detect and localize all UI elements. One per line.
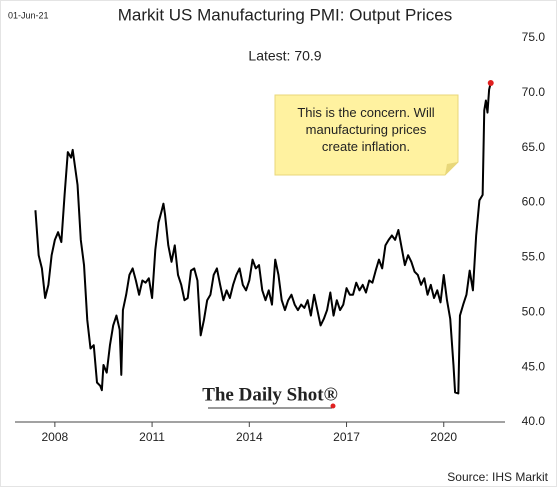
y-tick-label: 50.0 <box>522 304 546 318</box>
note-line: This is the concern. Will <box>297 105 434 120</box>
y-tick-label: 40.0 <box>522 414 546 428</box>
x-tick-label: 2020 <box>430 430 457 444</box>
chart-title: Markit US Manufacturing PMI: Output Pric… <box>118 5 452 24</box>
note-line: create inflation. <box>322 139 410 154</box>
x-tick-label: 2011 <box>139 430 165 444</box>
latest-point <box>487 79 494 86</box>
x-tick-label: 2017 <box>333 430 360 444</box>
y-tick-label: 55.0 <box>522 250 546 264</box>
logo-dot <box>330 403 336 409</box>
note-text: This is the concern. Will manufacturing p… <box>297 105 434 154</box>
y-tick-label: 70.0 <box>522 85 546 99</box>
y-tick-label: 45.0 <box>522 359 546 373</box>
note-line: manufacturing prices <box>306 122 427 137</box>
y-tick-label: 60.0 <box>522 195 546 209</box>
date-stamp: 01-Jun-21 <box>8 10 49 20</box>
note-fold <box>445 162 458 175</box>
logo: The Daily Shot® <box>202 384 338 405</box>
x-tick-label: 2008 <box>42 430 69 444</box>
subtitle: Latest: 70.9 <box>248 48 321 64</box>
y-tick-label: 75.0 <box>522 30 546 44</box>
x-tick-label: 2014 <box>236 430 263 444</box>
line <box>34 82 492 395</box>
y-tick-label: 65.0 <box>522 140 546 154</box>
annotation: This is the concern. Will manufacturing p… <box>274 94 459 176</box>
source: Source: IHS Markit <box>447 470 548 484</box>
